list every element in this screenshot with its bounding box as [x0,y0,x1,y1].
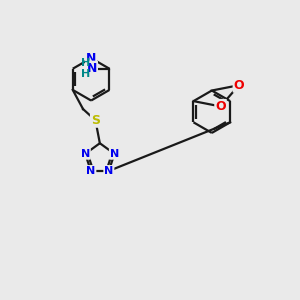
Text: S: S [91,114,100,127]
Text: O: O [234,79,244,92]
Text: N: N [81,149,90,159]
Text: O: O [215,100,226,113]
Text: N: N [104,166,113,176]
Text: H: H [81,58,90,68]
Text: H: H [81,69,90,79]
Text: N: N [86,52,96,64]
Text: N: N [87,61,97,75]
Text: N: N [86,166,95,176]
Text: N: N [110,149,119,159]
